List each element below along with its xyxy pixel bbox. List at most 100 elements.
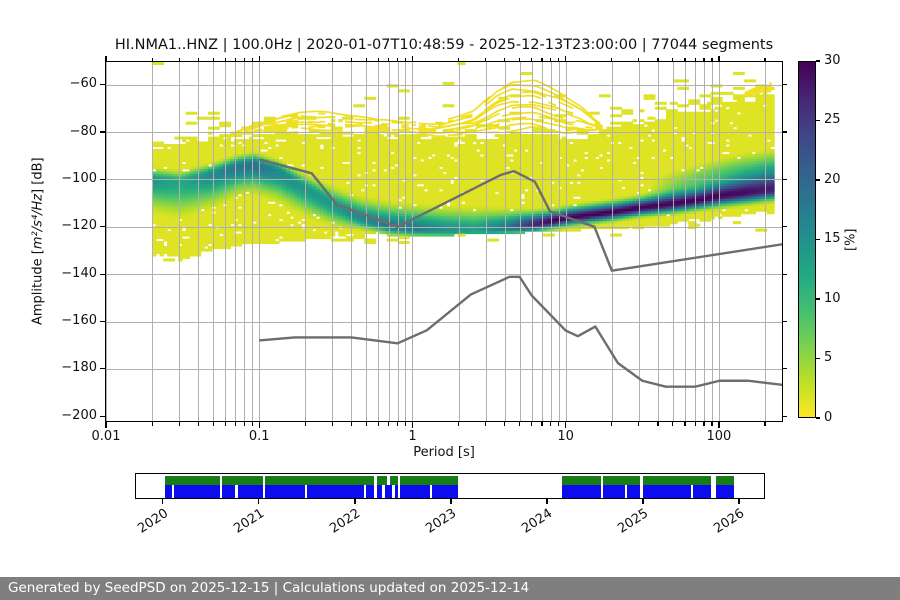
x-tick-mark: [411, 422, 414, 428]
timeline-segment-blue: [237, 485, 263, 498]
timeline-segment-green: [603, 475, 641, 485]
y-tick-mark-right: [782, 273, 787, 275]
x-tick-mark: [657, 422, 659, 426]
x-tick-mark-top: [251, 57, 253, 61]
x-tick-mark-top: [258, 55, 260, 61]
plot-title: HI.NMA1..HNZ | 100.0Hz | 2020-01-07T10:4…: [114, 37, 774, 53]
timeline-year-label: 2020: [135, 506, 172, 537]
y-tick-mark-right: [782, 368, 787, 370]
timeline-year-label: 2022: [327, 506, 364, 537]
y-tick-mark-right: [782, 131, 787, 133]
timeline-tick-mark: [354, 499, 356, 504]
x-tick-mark: [531, 422, 533, 426]
y-tick-label: −180: [61, 360, 97, 376]
x-tick-label: 100: [706, 429, 732, 444]
footer-text: Generated by SeedPSD on 2025-12-15 | Cal…: [8, 580, 530, 596]
x-tick-mark-top: [404, 57, 407, 61]
y-tick-mark: [100, 273, 106, 275]
timeline-segment-blue: [164, 485, 172, 498]
y-tick-mark-right: [782, 178, 787, 181]
x-tick-mark-top: [234, 57, 237, 61]
y-tick-label: −200: [61, 407, 97, 423]
timeline-segment-blue: [400, 485, 430, 498]
timeline-segment-blue: [603, 485, 625, 498]
y-tick-mark: [100, 226, 106, 228]
colorbar-tick-mark: [816, 357, 820, 360]
colorbar-tick-mark: [816, 60, 820, 62]
timeline-year-label: 2021: [231, 506, 268, 537]
colorbar-tick-label: 30: [824, 52, 841, 68]
timeline-segment-blue: [376, 485, 383, 498]
x-tick-mark-top: [350, 57, 353, 61]
timeline-segment-blue: [693, 485, 712, 498]
x-tick-mark-top: [694, 57, 696, 61]
timeline-segment-green: [400, 475, 458, 485]
colorbar-tick-label: 5: [824, 350, 833, 365]
x-tick-mark: [565, 422, 567, 428]
data-availability-timeline: [135, 473, 765, 499]
x-tick-mark: [258, 422, 260, 428]
timeline-segment-blue: [307, 485, 365, 498]
x-tick-mark: [178, 422, 180, 426]
x-tick-mark: [684, 422, 686, 426]
x-tick-mark-top: [377, 57, 380, 61]
timeline-segment-blue: [716, 485, 735, 498]
x-tick-mark-top: [531, 57, 533, 61]
x-tick-mark-top: [550, 57, 552, 61]
x-tick-mark: [243, 422, 245, 426]
y-tick-label: −100: [61, 170, 97, 186]
x-tick-mark-top: [484, 57, 487, 61]
y-tick-mark: [100, 131, 106, 133]
x-tick-mark-top: [105, 55, 107, 61]
x-tick-mark: [703, 422, 705, 426]
x-tick-mark: [694, 422, 696, 426]
x-tick-mark: [304, 422, 306, 426]
x-tick-mark: [504, 422, 506, 426]
x-tick-mark: [638, 422, 640, 426]
timeline-segment-green: [376, 475, 388, 485]
x-tick-mark: [212, 422, 214, 426]
y-tick-mark: [100, 84, 106, 86]
x-tick-mark: [484, 422, 487, 426]
x-tick-mark: [151, 422, 153, 426]
timeline-year-label: 2023: [423, 506, 460, 537]
x-tick-mark: [197, 422, 199, 426]
timeline-year-label: 2024: [519, 506, 556, 537]
colorbar-label: [%]: [843, 228, 859, 251]
x-tick-mark-top: [243, 57, 245, 61]
x-tick-mark-top: [178, 57, 180, 61]
timeline-segment-green: [221, 475, 263, 485]
x-axis-label: Period [s]: [413, 445, 475, 460]
y-tick-mark-right: [782, 415, 787, 417]
x-tick-mark: [611, 422, 613, 426]
x-tick-label: 0.1: [248, 429, 270, 444]
x-tick-mark: [234, 422, 237, 426]
x-tick-mark-top: [611, 57, 613, 61]
timeline-segment-blue: [562, 485, 601, 498]
y-tick-label: −120: [61, 218, 97, 234]
x-tick-mark-top: [388, 57, 390, 61]
x-tick-mark-top: [711, 57, 713, 61]
x-tick-mark: [550, 422, 552, 426]
x-tick-mark-top: [558, 57, 560, 61]
x-tick-mark-top: [764, 57, 766, 61]
x-tick-label: 1: [408, 429, 417, 444]
y-tick-label: −80: [69, 123, 97, 139]
x-tick-mark: [404, 422, 407, 426]
x-tick-mark: [105, 422, 107, 428]
x-tick-mark-top: [457, 57, 460, 61]
x-tick-mark: [350, 422, 353, 426]
y-tick-mark-right: [782, 320, 787, 323]
timeline-segment-green: [643, 475, 712, 485]
x-tick-mark: [377, 422, 380, 426]
y-tick-mark: [100, 320, 106, 323]
x-tick-label: 10: [557, 429, 574, 444]
x-tick-mark: [388, 422, 390, 426]
timeline-tick-mark: [450, 499, 452, 504]
y-tick-label: −60: [69, 76, 97, 92]
timeline-segment-blue: [432, 485, 458, 498]
x-tick-mark-top: [718, 55, 720, 61]
x-tick-mark-top: [684, 57, 686, 61]
colorbar-tick-mark: [816, 119, 820, 122]
